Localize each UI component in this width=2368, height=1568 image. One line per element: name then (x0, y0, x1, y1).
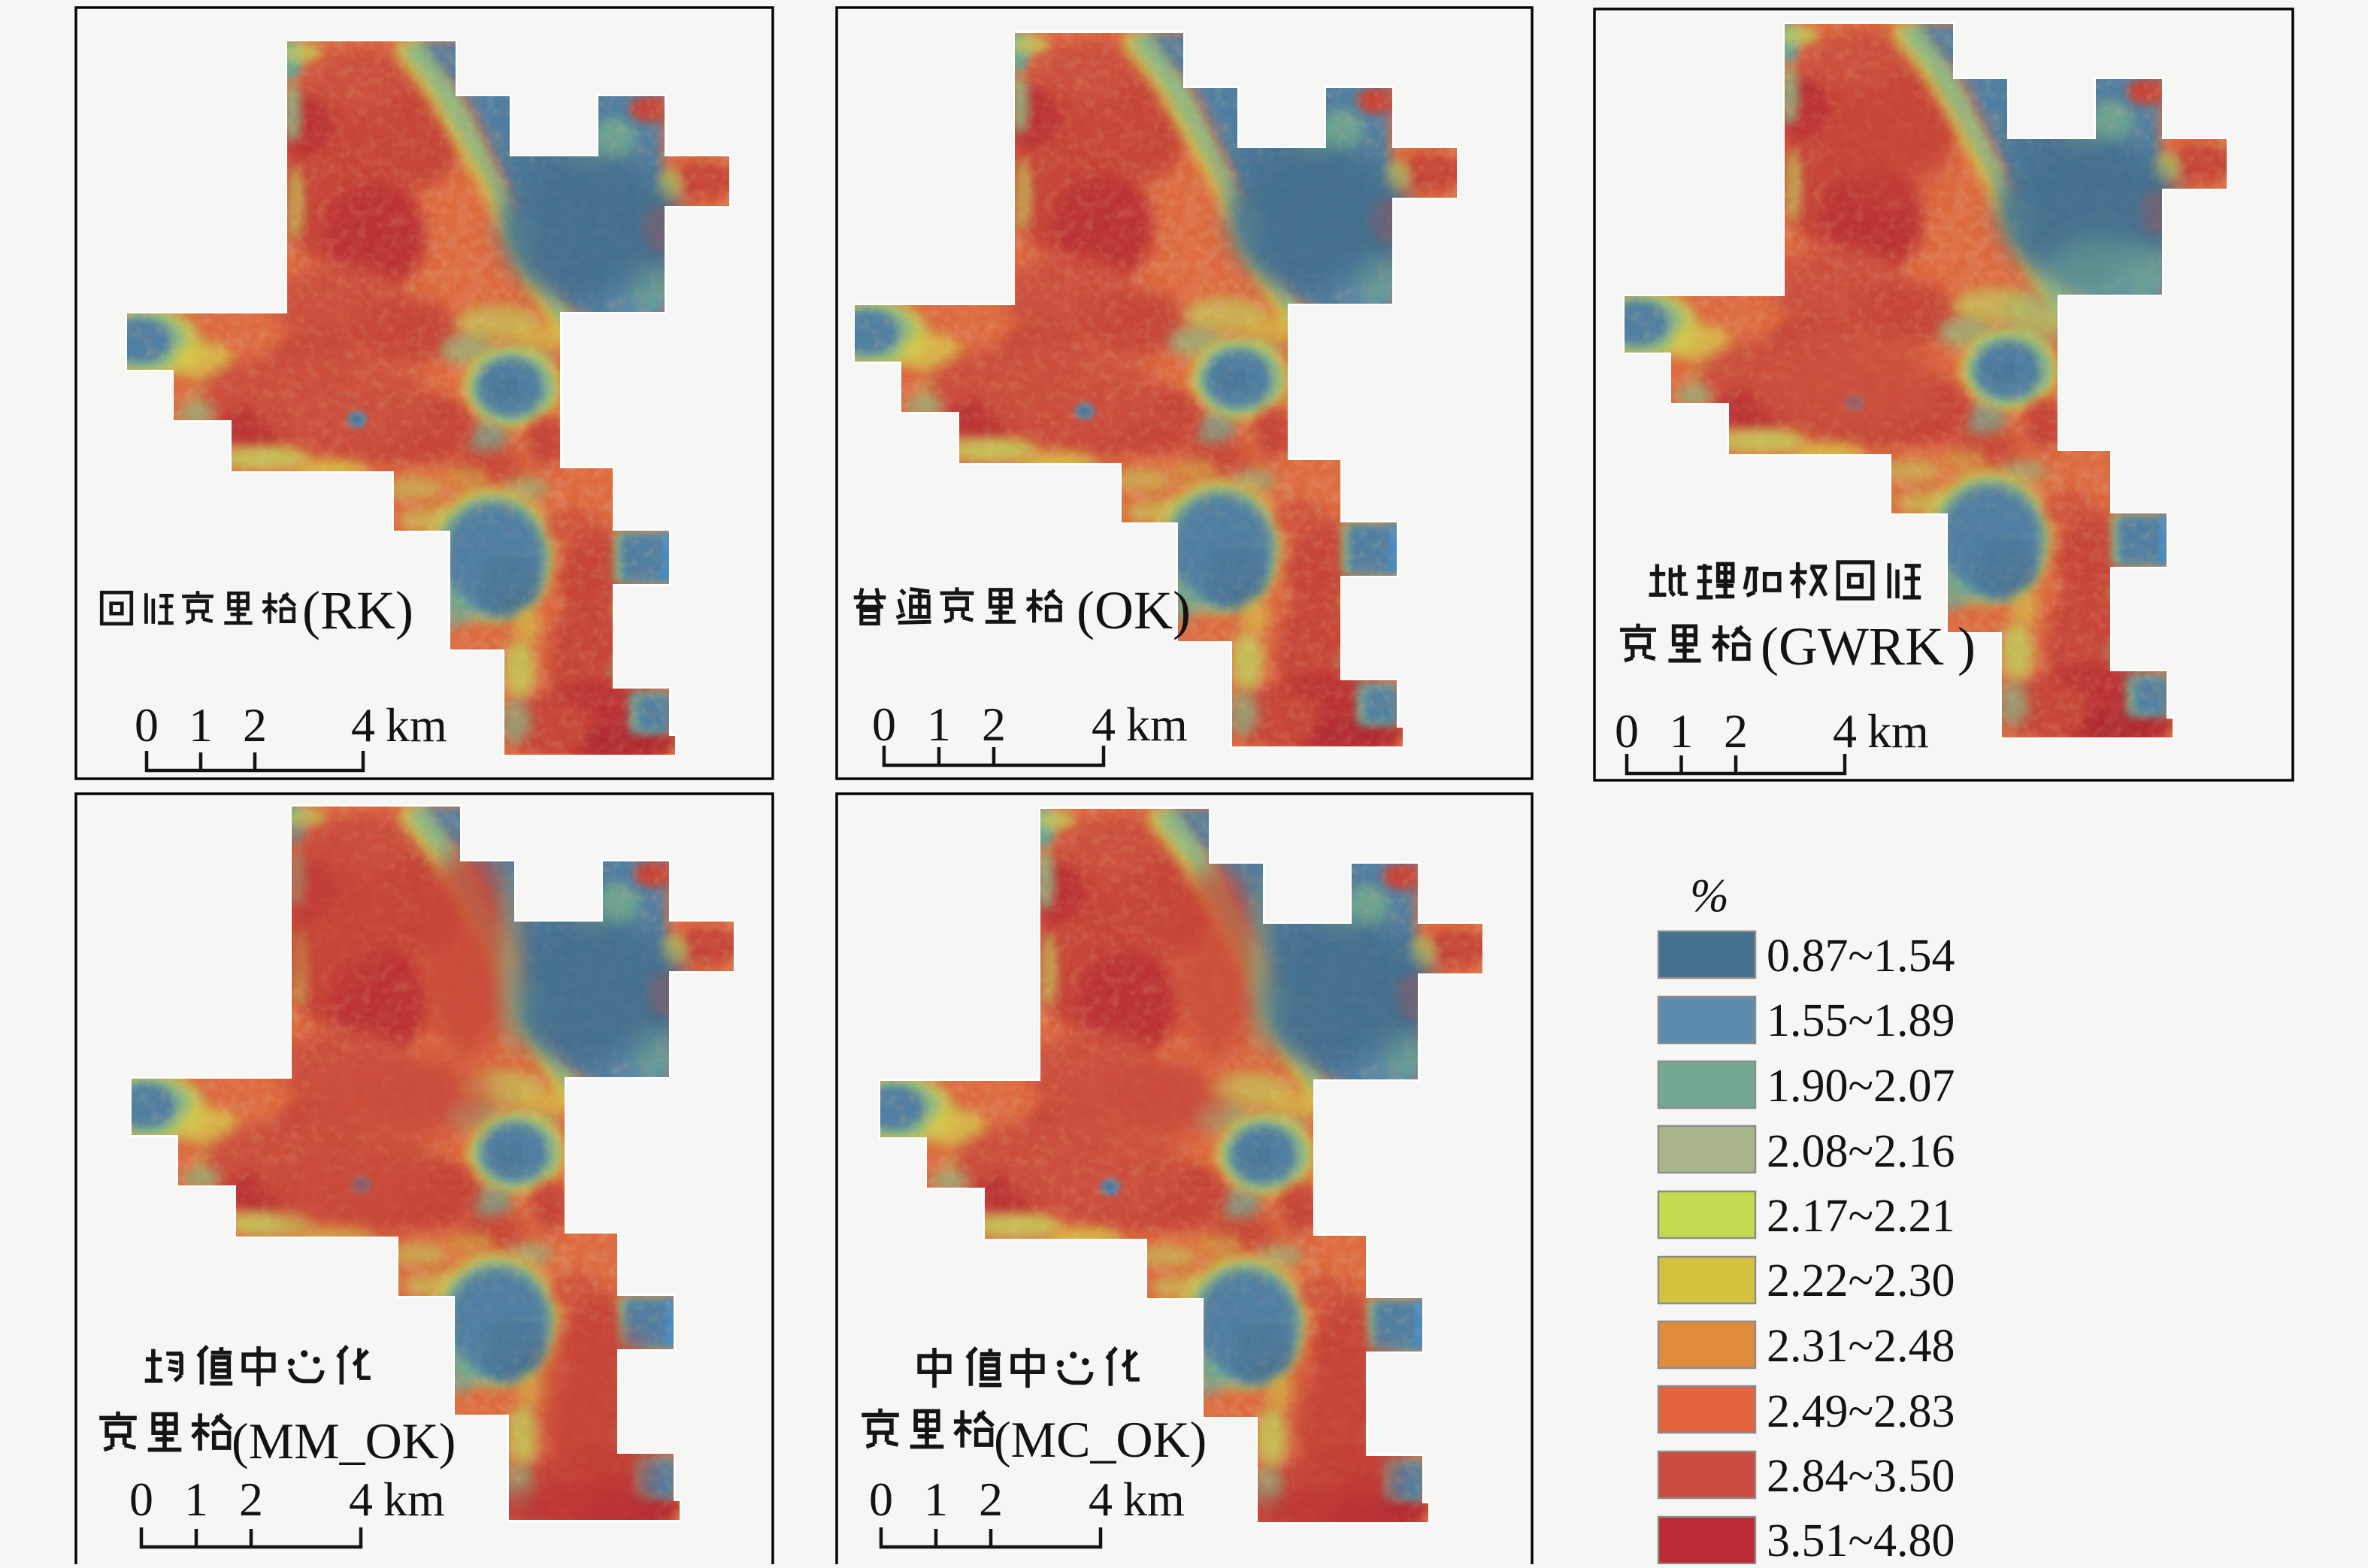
svg-text:(GWRK ): (GWRK ) (1761, 616, 1976, 677)
svg-text:km: km (1867, 704, 1929, 758)
svg-text:km: km (386, 698, 447, 752)
svg-text:4: 4 (1092, 698, 1116, 751)
svg-text:0: 0 (135, 698, 159, 752)
svg-text:2.08~2.16: 2.08~2.16 (1767, 1126, 1955, 1177)
svg-text:0: 0 (1615, 704, 1639, 758)
svg-text:1.55~1.89: 1.55~1.89 (1767, 995, 1955, 1046)
svg-text:km: km (383, 1473, 445, 1526)
svg-text:0: 0 (869, 1473, 893, 1526)
svg-text:(MC_OK): (MC_OK) (994, 1411, 1207, 1468)
svg-text:2: 2 (243, 698, 267, 752)
svg-text:(RK): (RK) (302, 580, 413, 640)
svg-text:2: 2 (1724, 704, 1748, 758)
svg-text:0.87~1.54: 0.87~1.54 (1767, 931, 1955, 982)
svg-text:0: 0 (129, 1473, 153, 1526)
svg-text:4: 4 (1833, 704, 1857, 758)
svg-text:0: 0 (872, 698, 896, 751)
svg-text:1: 1 (1670, 704, 1694, 758)
svg-text:1: 1 (189, 698, 213, 752)
svg-text:1: 1 (184, 1473, 208, 1526)
svg-text:2.22~2.30: 2.22~2.30 (1767, 1255, 1955, 1306)
svg-text:4: 4 (1089, 1473, 1113, 1526)
svg-text:4: 4 (351, 698, 375, 752)
svg-text:2.84~3.50: 2.84~3.50 (1767, 1451, 1955, 1502)
svg-text:2.17~2.21: 2.17~2.21 (1767, 1191, 1955, 1242)
svg-text:2: 2 (979, 1473, 1003, 1526)
svg-text:2.31~2.48: 2.31~2.48 (1767, 1321, 1955, 1372)
svg-text:2: 2 (982, 698, 1006, 751)
svg-text:%: % (1690, 870, 1729, 922)
svg-text:1.90~2.07: 1.90~2.07 (1767, 1061, 1955, 1112)
svg-text:2: 2 (239, 1473, 263, 1526)
svg-text:4: 4 (349, 1473, 373, 1526)
svg-text:km: km (1123, 1473, 1185, 1526)
svg-text:km: km (1126, 698, 1188, 751)
svg-text:1: 1 (924, 1473, 948, 1526)
svg-text:(OK): (OK) (1077, 580, 1191, 640)
svg-text:1: 1 (927, 698, 951, 751)
svg-text:3.51~4.80: 3.51~4.80 (1767, 1515, 1955, 1564)
svg-text:2.49~2.83: 2.49~2.83 (1767, 1386, 1955, 1437)
svg-text:(MM_OK): (MM_OK) (232, 1412, 456, 1470)
